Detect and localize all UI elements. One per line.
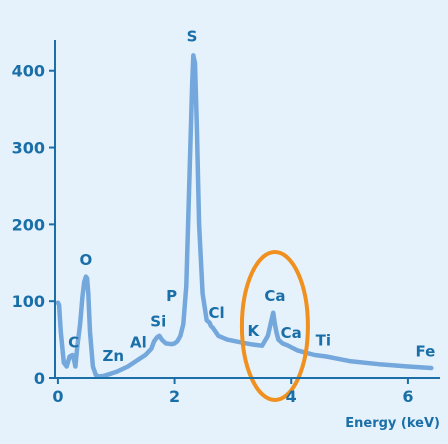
peak-label-ca: Ca xyxy=(281,324,302,342)
peak-label-s: S xyxy=(187,28,198,46)
peak-label-o: O xyxy=(80,251,93,269)
peak-label-zn: Zn xyxy=(103,347,125,365)
y-tick-label: 300 xyxy=(12,139,45,158)
peak-label-p: P xyxy=(166,287,177,305)
highlight-ellipse xyxy=(239,250,310,402)
y-tick-label: 100 xyxy=(12,292,45,311)
x-axis-title: Energy (keV) xyxy=(345,416,440,431)
y-tick-label: 0 xyxy=(34,369,45,388)
x-tick-label: 2 xyxy=(169,387,180,406)
peak-label-c: C xyxy=(68,333,79,351)
x-tick-label: 0 xyxy=(52,387,63,406)
y-tick-label: 200 xyxy=(12,215,45,234)
peak-label-k: K xyxy=(248,322,261,340)
x-tick-label: 4 xyxy=(286,387,297,406)
peak-label-ti: Ti xyxy=(316,332,331,350)
peak-label-cl: Cl xyxy=(209,304,225,322)
peak-label-si: Si xyxy=(150,313,166,331)
peak-label-fe: Fe xyxy=(416,342,436,360)
peak-label-ca: Ca xyxy=(264,287,285,305)
spectrum-line-0 xyxy=(55,53,434,379)
peak-label-al: Al xyxy=(130,333,147,351)
plot-area xyxy=(55,53,434,402)
axes: 0 100 200 300 400 0 2 4 6 xyxy=(12,40,440,406)
y-tick-label: 400 xyxy=(12,62,45,81)
x-tick-label: 6 xyxy=(402,387,413,406)
